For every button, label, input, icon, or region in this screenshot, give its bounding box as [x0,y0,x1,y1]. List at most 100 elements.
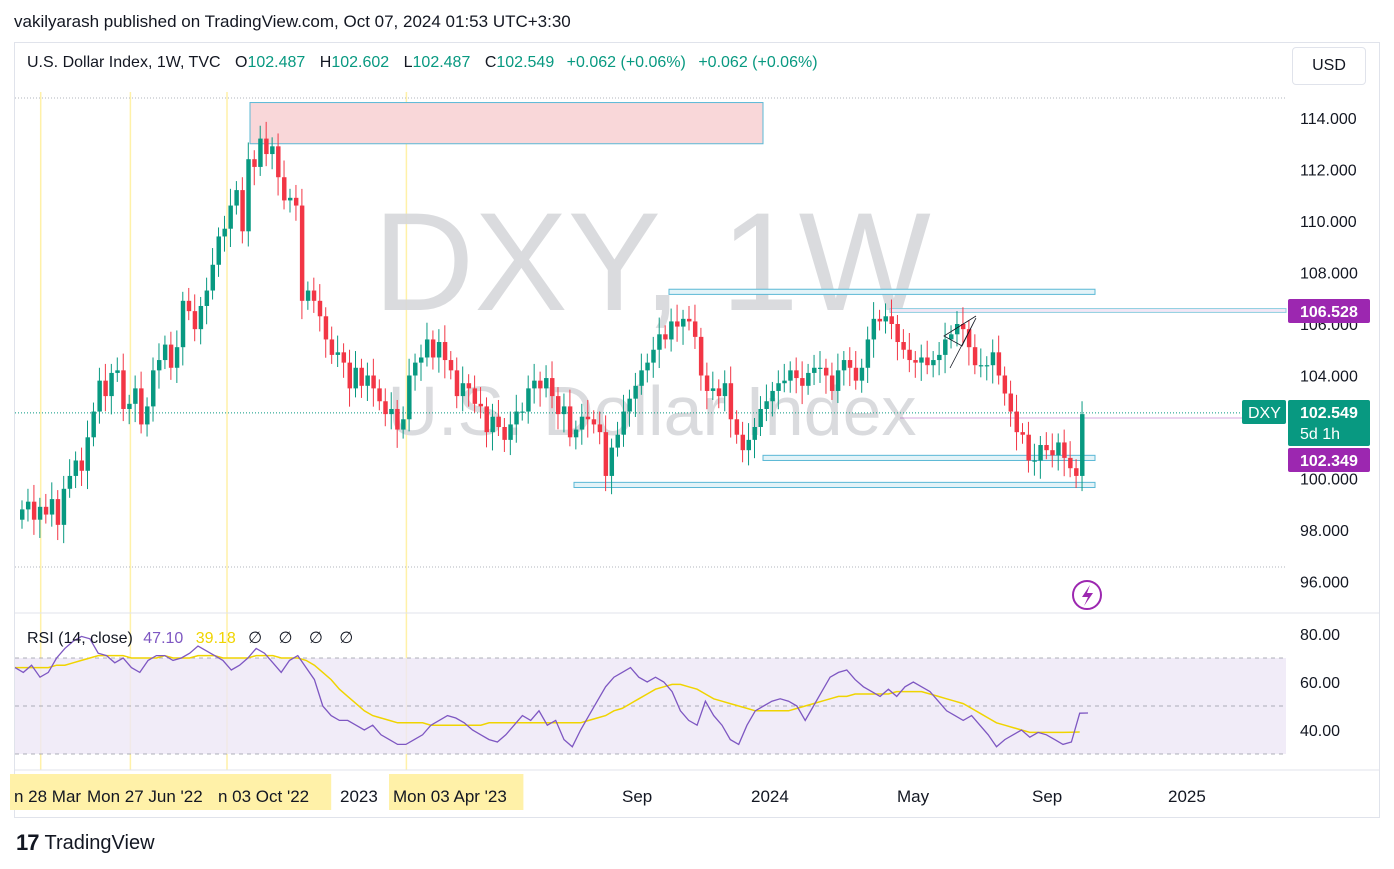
candle-body [544,378,549,389]
candle-body [639,370,644,386]
candle-body [1080,414,1085,476]
resistance-price-tag [1288,299,1370,323]
candle-body [871,318,877,340]
candle-body [960,324,966,330]
candle-body [794,370,799,379]
candle-body [460,383,466,397]
candle-body [776,383,781,391]
candle-body [675,321,680,327]
candle-body [1050,450,1055,456]
footer-brand[interactable]: 17 TradingView [16,830,155,856]
candle-body [276,146,281,178]
candle-body [329,339,335,355]
candle-body [103,380,108,397]
candle-body [335,352,341,355]
candle-body [168,344,174,368]
wedge-drawing [943,315,977,369]
candle-body [377,388,382,402]
tradingview-logo-icon: 17 [16,830,40,855]
candle-body [1056,442,1061,456]
candle-body [311,290,317,301]
candle-body [919,357,924,363]
high-label: H [319,54,332,71]
candle-body [121,370,126,409]
candle-body [1044,445,1049,451]
candle-body [466,383,472,389]
candle-body [573,429,579,438]
ticker-tag-text: DXY [1248,405,1281,422]
candle-body [305,290,311,301]
demand-box [573,481,1096,489]
candle-body [972,347,978,366]
date-highlight-box [83,774,218,810]
candle-body [496,416,501,427]
candle-body [895,324,900,343]
candle-body [79,460,85,471]
candle-body [704,375,710,391]
candle-body [436,342,442,358]
candle-body [621,411,626,435]
date-highlight-box [389,774,524,810]
candle-body [222,228,227,237]
candle-body [156,360,162,371]
candle-body [31,501,37,520]
ticker-tag [1242,400,1286,424]
candle-body [579,416,585,430]
price-axis-tick: 112.000 [1300,163,1357,180]
rsi-line [14,635,1089,748]
candle-body [841,360,847,371]
candle-body [115,370,120,373]
candle-body [401,419,406,430]
candle-body [502,427,507,440]
candle-body [823,367,829,376]
candle-body [847,360,853,368]
candle-body [353,367,358,389]
candle-body [419,357,424,363]
candle-body [508,424,513,440]
candle-body [514,411,519,425]
close-label: C [484,54,497,71]
candle-body [198,305,204,330]
candle-body [657,334,662,350]
candle-body [484,406,489,433]
rsi-axis-tick: 60.00 [1300,675,1340,692]
candle-body [818,367,823,369]
candle-body [85,437,90,471]
date-highlight-box [10,774,93,810]
candle-body [216,236,221,265]
candle-body [752,427,757,440]
candle-body [1026,434,1031,461]
rsi-value: 47.10 [143,630,184,647]
candle-body [925,357,930,366]
candle-body [782,380,787,384]
resistance-price-text: 106.528 [1300,304,1358,321]
candle-body [341,352,347,363]
support-price-text: 102.349 [1300,453,1358,470]
candle-body [561,406,567,415]
time-axis-label: n 28 Mar [14,787,81,806]
candle-body [829,375,835,391]
candle-body [1062,442,1067,458]
supply-zone [249,102,764,145]
candle-body [722,383,728,397]
candle-body [264,138,269,155]
time-axis-label: 2023 [340,787,378,806]
rsi-axis-tick: 40.00 [1300,723,1340,740]
candle-body [597,424,603,433]
candle-body [67,475,73,489]
price-axis-tick: 108.000 [1300,266,1358,283]
candle-body [538,380,543,389]
candle-body [359,367,364,386]
candle-body [990,352,996,366]
candle-body [317,300,323,317]
rsi-ma-line [15,654,1080,734]
watermark-symbol: DXY, 1W [373,183,931,340]
rsi-axis-tick: 80.00 [1300,627,1340,644]
candle-body [365,375,370,386]
candle-body [692,321,698,337]
candle-body [282,177,287,201]
time-axis-label: n 03 Oct '22 [218,787,309,806]
candle-body [240,190,245,232]
currency-button[interactable]: USD [1292,47,1366,85]
